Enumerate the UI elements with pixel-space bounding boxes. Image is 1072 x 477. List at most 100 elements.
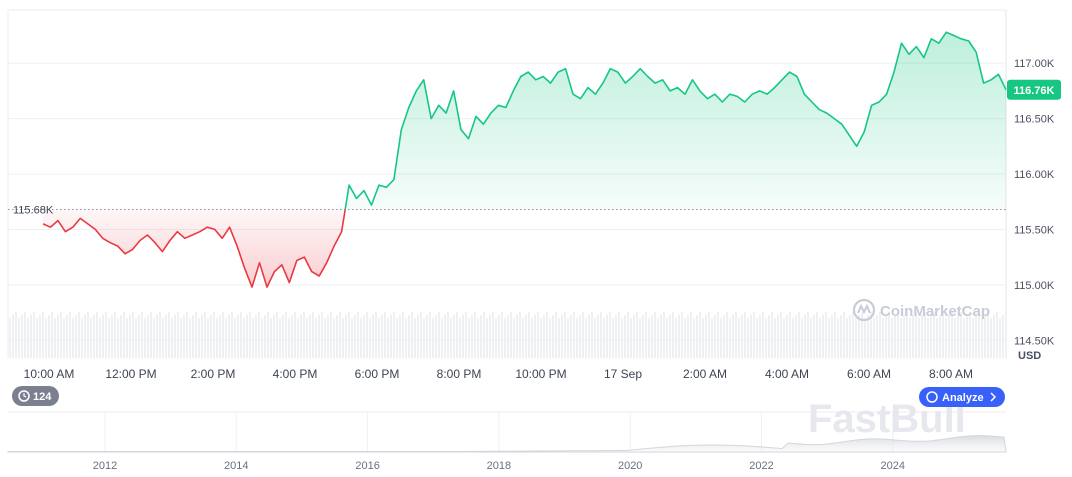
volume-bar	[810, 318, 812, 358]
volume-bar	[798, 312, 800, 358]
volume-bar	[543, 315, 545, 358]
volume-bar	[198, 318, 200, 358]
history-badge[interactable]: 124	[12, 386, 59, 406]
volume-bar	[366, 312, 368, 358]
volume-bars	[9, 312, 1007, 358]
volume-bar	[573, 312, 575, 358]
volume-bar	[252, 318, 254, 358]
volume-bar	[633, 315, 635, 358]
volume-bar	[315, 318, 317, 358]
volume-bar	[735, 312, 737, 358]
volume-bar	[657, 318, 659, 358]
volume-bar	[159, 312, 161, 358]
volume-bar	[276, 312, 278, 358]
volume-bar	[372, 315, 374, 358]
volume-bar	[1005, 312, 1007, 358]
volume-bar	[630, 318, 632, 358]
area-below-reference	[43, 209, 346, 288]
volume-bar	[750, 315, 752, 358]
volume-bar	[27, 318, 29, 358]
volume-bar	[942, 312, 944, 358]
volume-bar	[768, 315, 770, 358]
volume-bar	[351, 318, 353, 358]
volume-bar	[570, 315, 572, 358]
y-tick-label: 115.50K	[1014, 224, 1055, 236]
analyze-ai-icon	[926, 391, 938, 403]
volume-bar	[12, 315, 14, 358]
volume-bar	[492, 312, 494, 358]
volume-bar	[168, 312, 170, 358]
volume-bar	[558, 318, 560, 358]
chevron-right-icon	[990, 392, 997, 402]
volume-bar	[585, 318, 587, 358]
volume-bar	[936, 318, 938, 358]
volume-bar	[447, 312, 449, 358]
range-navigator[interactable]: 2012 2014 2016 2018 2020 2022 2024	[7, 411, 1007, 472]
volume-bar	[903, 315, 905, 358]
y-tick-label: 115.00K	[1014, 280, 1055, 292]
volume-bar	[849, 315, 851, 358]
volume-bar	[96, 312, 98, 358]
volume-bar	[87, 312, 89, 358]
volume-bar	[777, 315, 779, 358]
volume-bar	[414, 318, 416, 358]
volume-bar	[915, 312, 917, 358]
volume-bar	[666, 318, 668, 358]
volume-bar	[927, 318, 929, 358]
volume-bar	[231, 312, 233, 358]
volume-bar	[510, 312, 512, 358]
coinmarketcap-logo-mark	[857, 303, 871, 315]
volume-bar	[858, 315, 860, 358]
volume-bar	[126, 318, 128, 358]
volume-bar	[273, 315, 275, 358]
x-tick-label: 4:00 AM	[765, 367, 809, 381]
volume-bar	[321, 312, 323, 358]
volume-bar	[453, 315, 455, 358]
volume-bar	[213, 312, 215, 358]
x-tick-label: 4:00 PM	[273, 367, 318, 381]
current-price-badge: 116.76K	[1007, 79, 1061, 100]
volume-bar	[348, 312, 350, 358]
volume-bar	[390, 315, 392, 358]
navigator-year-labels: 2012 2014 2016 2018 2020 2022 2024	[93, 460, 905, 472]
volume-bar	[507, 315, 509, 358]
volume-bar	[711, 318, 713, 358]
volume-bar	[588, 315, 590, 358]
volume-bar	[702, 318, 704, 358]
y-tick-label: 114.50K	[1014, 335, 1055, 347]
volume-bar	[681, 312, 683, 358]
volume-bar	[171, 318, 173, 358]
volume-bar	[396, 318, 398, 358]
volume-bar	[357, 312, 359, 358]
volume-bar	[774, 318, 776, 358]
price-line-up	[344, 31, 1007, 210]
volume-bar	[384, 312, 386, 358]
analyze-button[interactable]: Analyze	[919, 387, 1005, 407]
volume-bar	[408, 315, 410, 358]
volume-bar	[438, 312, 440, 358]
volume-bar	[57, 315, 59, 358]
volume-bar	[312, 312, 314, 358]
volume-bar	[339, 312, 341, 358]
volume-bar	[444, 315, 446, 358]
navigator-year-label: 2012	[93, 460, 117, 472]
volume-bar	[780, 312, 782, 358]
volume-bar	[21, 315, 23, 358]
volume-bar	[195, 312, 197, 358]
volume-bar	[300, 315, 302, 358]
volume-bar	[216, 318, 218, 358]
volume-bar	[603, 318, 605, 358]
volume-bar	[294, 312, 296, 358]
volume-bar	[285, 312, 287, 358]
volume-bar	[885, 315, 887, 358]
volume-bar	[63, 318, 65, 358]
volume-bar	[468, 318, 470, 358]
volume-bar	[486, 318, 488, 358]
volume-bar	[471, 315, 473, 358]
volume-bar	[435, 315, 437, 358]
volume-bar	[459, 318, 461, 358]
volume-bar	[1002, 315, 1004, 358]
volume-bar	[258, 312, 260, 358]
x-tick-label: 2:00 PM	[191, 367, 236, 381]
volume-bar	[15, 312, 17, 358]
